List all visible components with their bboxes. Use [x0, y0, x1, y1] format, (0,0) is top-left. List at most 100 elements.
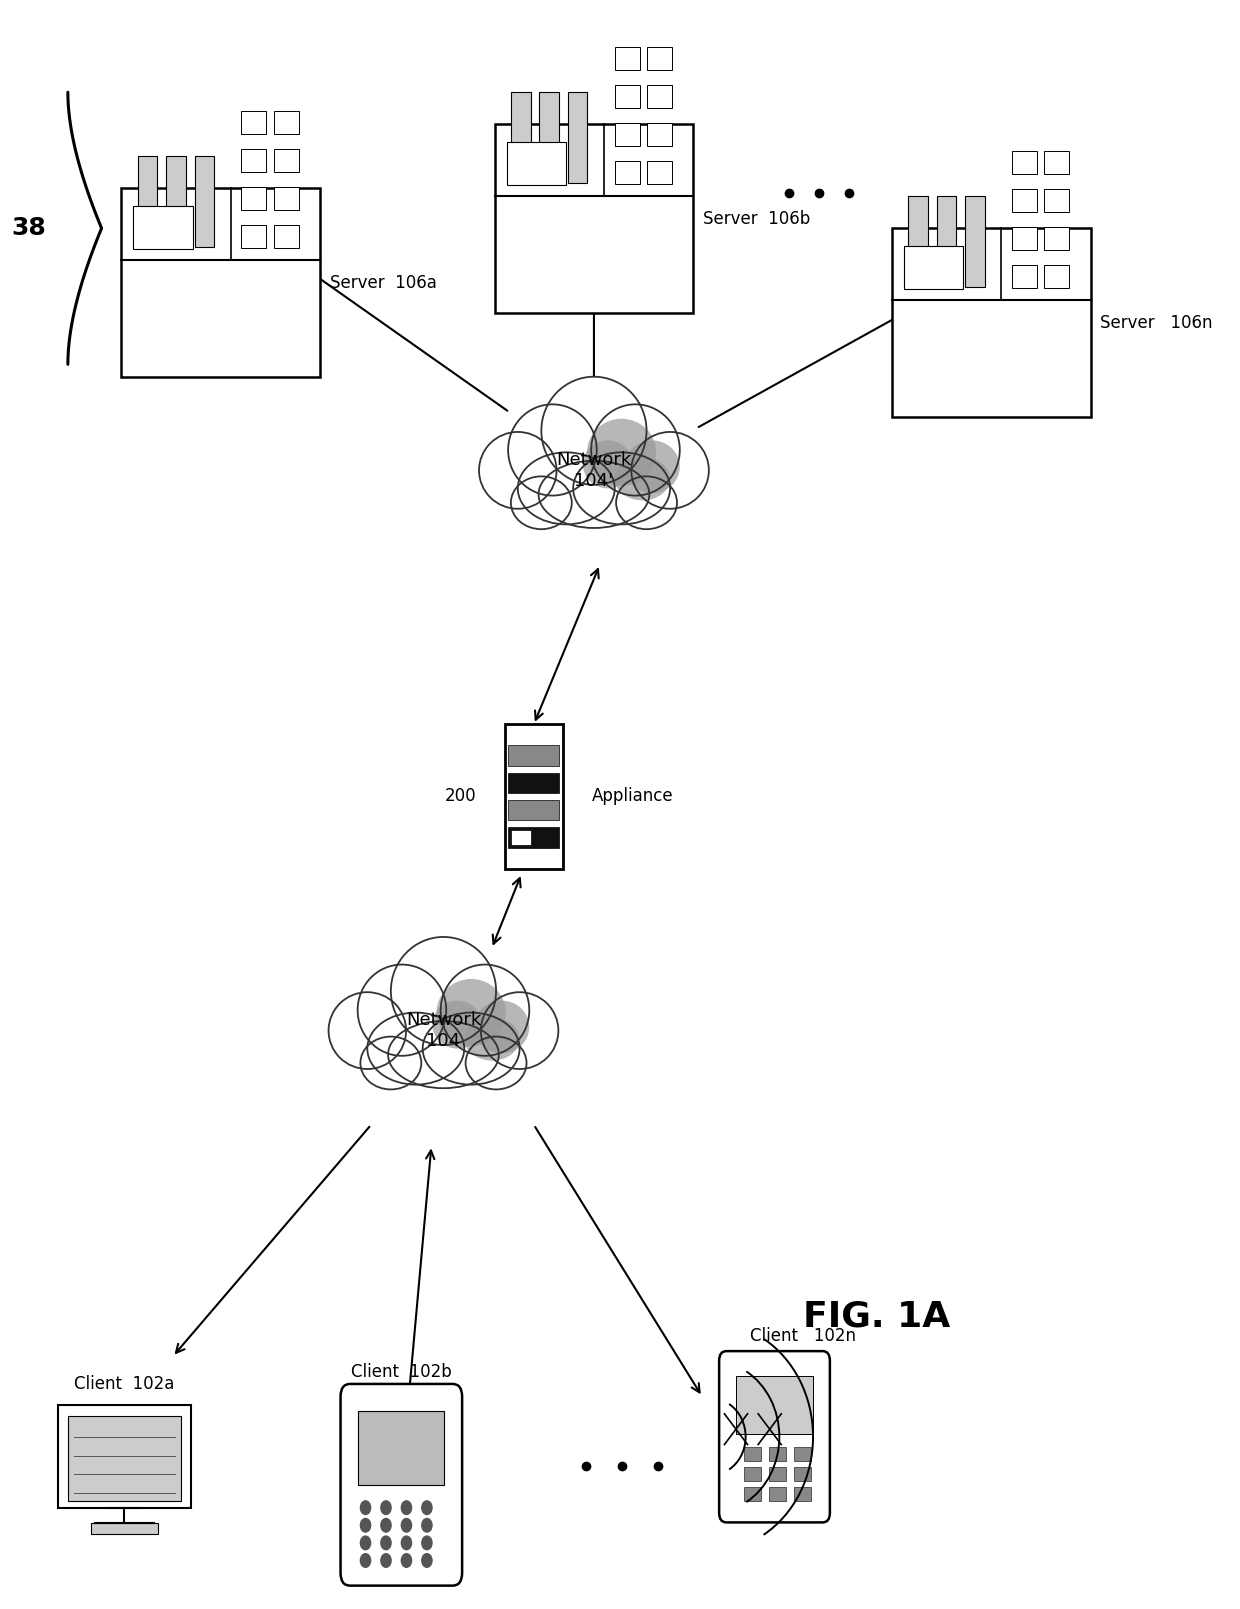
- FancyBboxPatch shape: [904, 246, 963, 290]
- Text: Network
104: Network 104: [405, 1010, 481, 1051]
- FancyBboxPatch shape: [195, 156, 215, 248]
- Circle shape: [422, 1554, 432, 1567]
- FancyBboxPatch shape: [965, 196, 985, 286]
- Text: Server  106b: Server 106b: [703, 209, 811, 227]
- Text: Server   106n: Server 106n: [1100, 314, 1213, 331]
- FancyBboxPatch shape: [495, 124, 693, 314]
- Circle shape: [422, 1501, 432, 1514]
- FancyBboxPatch shape: [615, 85, 640, 108]
- FancyBboxPatch shape: [647, 85, 672, 108]
- Ellipse shape: [464, 1017, 520, 1060]
- Text: Server  106a: Server 106a: [330, 274, 436, 291]
- Text: 200: 200: [444, 787, 476, 806]
- FancyBboxPatch shape: [737, 1376, 813, 1434]
- FancyBboxPatch shape: [936, 196, 956, 286]
- Circle shape: [402, 1554, 412, 1567]
- FancyBboxPatch shape: [358, 1411, 444, 1485]
- FancyBboxPatch shape: [769, 1487, 786, 1501]
- Circle shape: [402, 1537, 412, 1549]
- Circle shape: [381, 1537, 391, 1549]
- FancyBboxPatch shape: [908, 196, 928, 286]
- Ellipse shape: [465, 1036, 527, 1089]
- Ellipse shape: [538, 460, 650, 528]
- Text: Client  102a: Client 102a: [74, 1376, 175, 1393]
- Text: Client  102b: Client 102b: [351, 1363, 451, 1381]
- Ellipse shape: [479, 431, 557, 508]
- Text: Client   102n: Client 102n: [750, 1327, 857, 1345]
- FancyBboxPatch shape: [508, 772, 559, 793]
- Text: 38: 38: [11, 216, 46, 240]
- Circle shape: [381, 1519, 391, 1532]
- Ellipse shape: [440, 964, 529, 1056]
- Ellipse shape: [433, 1001, 482, 1049]
- Circle shape: [381, 1554, 391, 1567]
- Text: FIG. 1A: FIG. 1A: [804, 1300, 951, 1334]
- FancyBboxPatch shape: [719, 1352, 830, 1522]
- FancyBboxPatch shape: [769, 1467, 786, 1480]
- Ellipse shape: [573, 452, 670, 525]
- Ellipse shape: [587, 418, 656, 486]
- FancyBboxPatch shape: [744, 1467, 761, 1480]
- FancyBboxPatch shape: [615, 122, 640, 146]
- FancyBboxPatch shape: [1012, 151, 1037, 174]
- FancyBboxPatch shape: [647, 161, 672, 185]
- FancyBboxPatch shape: [505, 724, 563, 869]
- FancyBboxPatch shape: [1012, 265, 1037, 288]
- Ellipse shape: [518, 452, 615, 525]
- FancyBboxPatch shape: [744, 1448, 761, 1461]
- Ellipse shape: [329, 993, 405, 1068]
- FancyBboxPatch shape: [1044, 227, 1069, 251]
- FancyBboxPatch shape: [1044, 151, 1069, 174]
- Circle shape: [422, 1537, 432, 1549]
- FancyBboxPatch shape: [274, 187, 299, 211]
- FancyBboxPatch shape: [242, 111, 267, 135]
- Ellipse shape: [625, 441, 680, 494]
- Ellipse shape: [357, 964, 446, 1056]
- Ellipse shape: [542, 377, 646, 484]
- FancyBboxPatch shape: [539, 92, 559, 183]
- FancyBboxPatch shape: [1012, 190, 1037, 212]
- FancyBboxPatch shape: [615, 47, 640, 71]
- FancyBboxPatch shape: [138, 156, 157, 248]
- FancyBboxPatch shape: [744, 1487, 761, 1501]
- FancyBboxPatch shape: [615, 161, 640, 185]
- FancyBboxPatch shape: [134, 206, 193, 249]
- FancyBboxPatch shape: [508, 745, 559, 766]
- FancyBboxPatch shape: [242, 187, 267, 211]
- Ellipse shape: [423, 1012, 520, 1084]
- Ellipse shape: [361, 1036, 422, 1089]
- FancyBboxPatch shape: [794, 1448, 811, 1461]
- FancyBboxPatch shape: [1044, 190, 1069, 212]
- FancyBboxPatch shape: [568, 92, 588, 183]
- FancyBboxPatch shape: [341, 1384, 463, 1585]
- Circle shape: [361, 1554, 371, 1567]
- FancyBboxPatch shape: [508, 827, 559, 848]
- Ellipse shape: [616, 476, 677, 529]
- FancyBboxPatch shape: [92, 1522, 157, 1535]
- FancyBboxPatch shape: [1044, 265, 1069, 288]
- Ellipse shape: [391, 936, 496, 1044]
- FancyBboxPatch shape: [58, 1405, 191, 1509]
- FancyBboxPatch shape: [122, 188, 320, 377]
- FancyBboxPatch shape: [647, 122, 672, 146]
- Text: Appliance: Appliance: [591, 787, 673, 806]
- Text: Network
104': Network 104': [557, 451, 631, 489]
- Circle shape: [361, 1537, 371, 1549]
- Ellipse shape: [591, 404, 680, 496]
- FancyBboxPatch shape: [794, 1467, 811, 1480]
- FancyBboxPatch shape: [67, 1416, 181, 1501]
- FancyBboxPatch shape: [769, 1448, 786, 1461]
- Ellipse shape: [583, 441, 632, 489]
- FancyBboxPatch shape: [647, 47, 672, 71]
- FancyBboxPatch shape: [508, 800, 559, 821]
- Circle shape: [361, 1501, 371, 1514]
- Ellipse shape: [508, 404, 596, 496]
- Circle shape: [361, 1519, 371, 1532]
- Circle shape: [402, 1501, 412, 1514]
- FancyBboxPatch shape: [274, 111, 299, 135]
- Circle shape: [402, 1519, 412, 1532]
- FancyBboxPatch shape: [274, 225, 299, 248]
- FancyBboxPatch shape: [511, 830, 531, 845]
- Ellipse shape: [615, 457, 670, 500]
- Ellipse shape: [481, 993, 558, 1068]
